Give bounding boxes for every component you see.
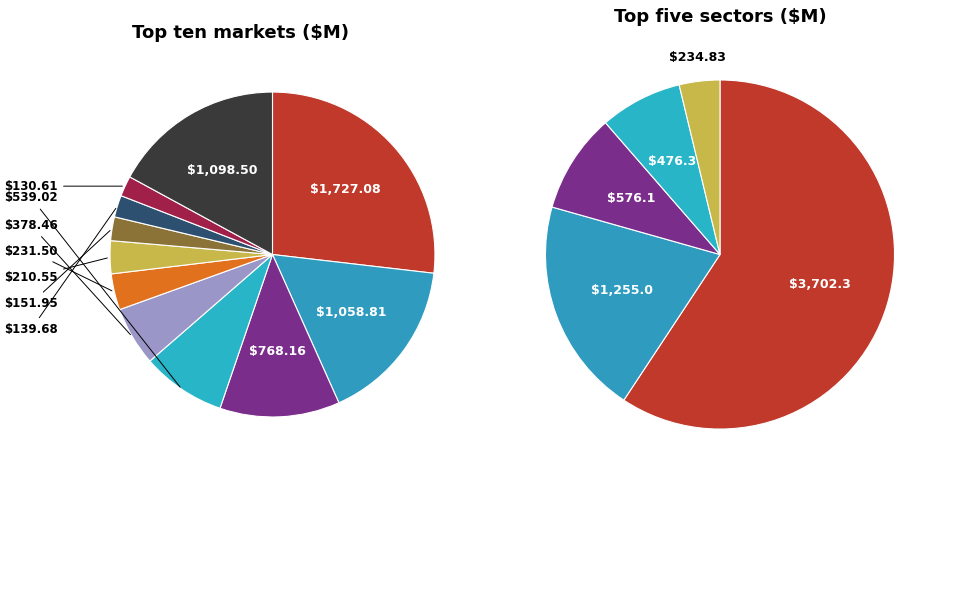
Text: $130.61: $130.61 [5, 179, 122, 193]
Text: $151.95: $151.95 [4, 230, 110, 310]
Wedge shape [130, 92, 273, 255]
Wedge shape [679, 80, 720, 255]
Text: $234.83: $234.83 [669, 51, 726, 64]
Wedge shape [111, 255, 273, 310]
Text: $768.16: $768.16 [249, 345, 305, 358]
Wedge shape [121, 177, 273, 255]
Text: $139.68: $139.68 [4, 208, 116, 336]
Title: Top ten markets ($M): Top ten markets ($M) [132, 24, 348, 42]
Wedge shape [273, 92, 435, 273]
Wedge shape [545, 207, 720, 400]
Text: $210.55: $210.55 [5, 258, 108, 284]
Text: $1,058.81: $1,058.81 [316, 305, 386, 319]
Wedge shape [220, 255, 339, 417]
Wedge shape [273, 255, 434, 403]
Text: $539.02: $539.02 [5, 191, 180, 387]
Wedge shape [120, 255, 273, 361]
Title: Top five sectors ($M): Top five sectors ($M) [613, 8, 827, 27]
Wedge shape [552, 123, 720, 255]
Text: $378.46: $378.46 [4, 219, 131, 335]
Text: $3,702.3: $3,702.3 [789, 278, 852, 291]
Wedge shape [606, 85, 720, 255]
Text: $1,098.50: $1,098.50 [187, 164, 258, 177]
Text: $476.3: $476.3 [648, 155, 696, 168]
Wedge shape [110, 217, 273, 255]
Wedge shape [110, 241, 273, 274]
Wedge shape [624, 80, 895, 429]
Text: $1,255.0: $1,255.0 [590, 284, 653, 298]
Text: $576.1: $576.1 [608, 192, 656, 205]
Text: $231.50: $231.50 [5, 245, 112, 291]
Text: $1,727.08: $1,727.08 [310, 183, 380, 196]
Wedge shape [150, 255, 273, 408]
Wedge shape [114, 196, 273, 255]
